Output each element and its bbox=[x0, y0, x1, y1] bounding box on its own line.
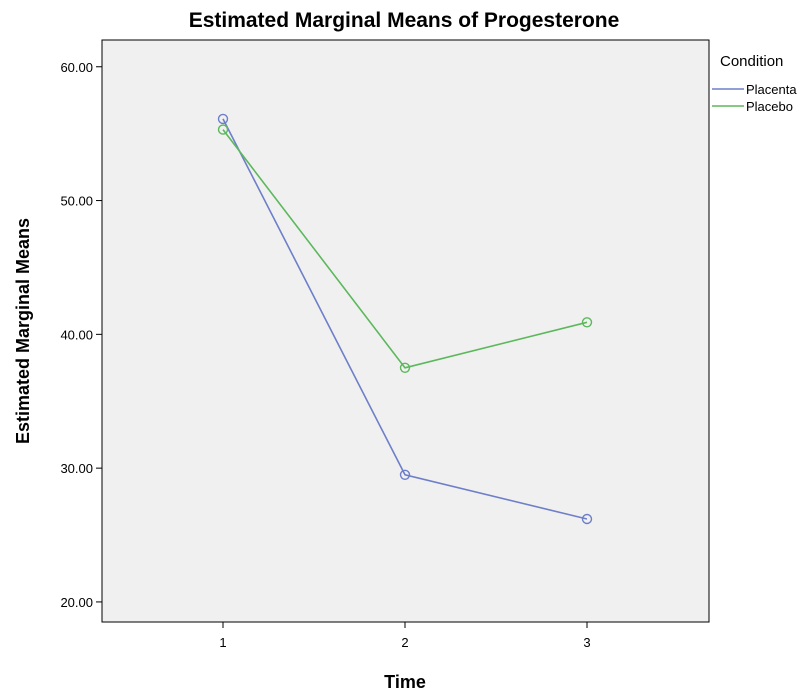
data-point-placenta bbox=[217, 113, 229, 125]
chart-title: Estimated Marginal Means of Progesterone bbox=[189, 9, 620, 32]
x-axis-title: Time bbox=[384, 672, 426, 692]
series-line-placenta bbox=[222, 118, 588, 520]
plot-area bbox=[101, 39, 710, 623]
y-tick-label: 50.00 bbox=[60, 194, 93, 209]
legend-label-placebo: Placebo bbox=[746, 99, 793, 114]
x-tick-label: 1 bbox=[219, 635, 226, 650]
data-point-placenta bbox=[399, 469, 411, 480]
data-point-placebo bbox=[581, 317, 593, 328]
x-tick-label: 3 bbox=[583, 635, 590, 650]
series-layer bbox=[217, 113, 593, 525]
y-axis: 20.00 30.00 40.00 50.00 60.00 bbox=[60, 60, 102, 610]
legend-label-placenta: Placenta bbox=[746, 82, 797, 97]
legend-items: Placenta Placebo bbox=[712, 82, 797, 114]
legend-title: Condition bbox=[720, 53, 783, 70]
data-point-placebo bbox=[399, 362, 411, 373]
x-axis: 1 2 3 bbox=[219, 622, 591, 650]
y-tick-label: 20.00 bbox=[60, 595, 93, 610]
y-axis-title: Estimated Marginal Means bbox=[13, 218, 33, 444]
data-point-placenta bbox=[581, 513, 593, 525]
y-tick-label: 40.00 bbox=[60, 327, 93, 342]
x-tick-label: 2 bbox=[401, 635, 408, 650]
y-tick-label: 30.00 bbox=[60, 461, 93, 476]
legend: Condition Placenta Placebo bbox=[712, 53, 797, 114]
series-line-placebo bbox=[222, 129, 588, 369]
data-point-placebo bbox=[217, 124, 229, 135]
y-tick-label: 60.00 bbox=[60, 60, 93, 75]
